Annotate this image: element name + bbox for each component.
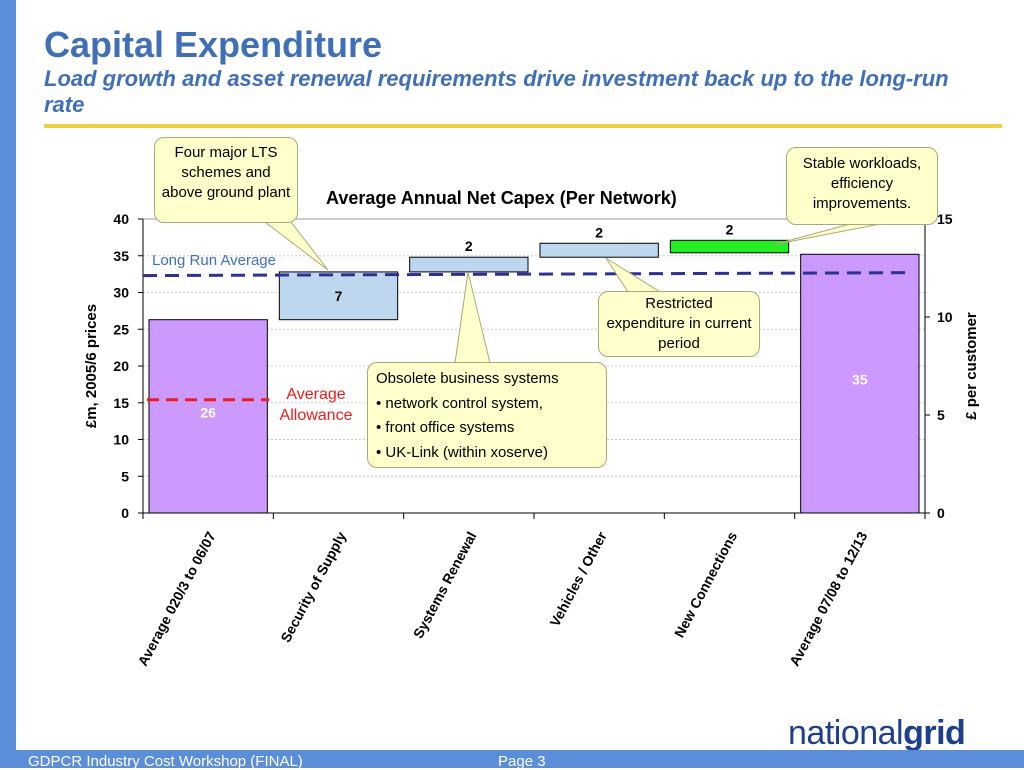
y-tick-label: 40: [113, 211, 129, 227]
long-run-average-line: [142, 271, 914, 278]
y-tick-label: 10: [113, 432, 129, 448]
left-accent-strip: [0, 0, 16, 768]
y-axis-title: £m, 2005/6 prices: [83, 304, 100, 428]
bar-data-label: 2: [595, 224, 603, 240]
bar: [278, 271, 399, 321]
bar: [409, 256, 529, 273]
category-label: Vehicles / Other: [546, 528, 610, 629]
callout-restricted-expenditure: Restricted expenditure in current period: [598, 291, 760, 357]
long-run-average-label: Long Run Average: [152, 252, 276, 269]
page-subtitle: Load growth and asset renewal requiremen…: [44, 66, 949, 117]
category-label: Security of Supply: [277, 529, 349, 645]
y-tick-label: 35: [113, 248, 129, 264]
y2-tick-label: 0: [937, 505, 945, 521]
average-allowance-label: Average Allowance: [279, 386, 353, 424]
page-title: Capital Expenditure: [44, 24, 383, 65]
bar-data-label: 2: [465, 238, 473, 254]
title-rule: [44, 124, 1002, 128]
category-label: New Connections: [671, 529, 740, 640]
y-tick-label: 5: [121, 468, 129, 484]
y-tick-label: 20: [113, 358, 129, 374]
obsolete-line-1: Obsolete business systems: [376, 370, 559, 387]
y-tick-label: 0: [121, 505, 129, 521]
category-label: Average 020/3 to 06/07: [134, 529, 219, 669]
bar-data-label: 26: [200, 404, 216, 420]
callout-obsolete-systems: Obsolete business systems • network cont…: [367, 362, 607, 468]
callout-stable-workloads: Stable workloads, efficiency improvement…: [786, 147, 938, 225]
y2-tick-label: 5: [937, 407, 945, 423]
obsolete-line-4: • UK-Link (within xoserve): [376, 443, 548, 461]
bar-data-label: 2: [726, 221, 734, 237]
bar: [669, 239, 790, 254]
category-label: Average 07/08 to 12/13: [786, 529, 871, 669]
national-grid-logo: nationalgrid: [788, 714, 966, 752]
bar: [539, 242, 659, 258]
footer-page-number: Page 3: [498, 753, 546, 770]
callout-stable-pointer: [771, 223, 881, 246]
footer-workshop-title: GDPCR Industry Cost Workshop (FINAL): [28, 753, 303, 770]
y2-tick-label: 10: [937, 309, 953, 325]
category-label: Systems Renewal: [410, 529, 480, 641]
bar: [800, 253, 920, 514]
y-tick-label: 15: [113, 395, 129, 411]
y-tick-label: 30: [113, 285, 129, 301]
obsolete-line-3: • front office systems: [376, 419, 515, 436]
y2-tick-label: 15: [937, 211, 953, 227]
bar-data-label: 35: [852, 371, 868, 387]
callout-lts-schemes: Four major LTS schemes and above ground …: [154, 137, 298, 223]
callout-obsolete-pointer: [454, 271, 491, 364]
y-tick-label: 25: [113, 321, 129, 337]
bar-data-label: 7: [335, 288, 343, 304]
y2-axis-title: £ per customer: [963, 312, 980, 420]
bar: [148, 319, 268, 514]
obsolete-line-2: • network control system,: [376, 394, 543, 412]
chart-title: Average Annual Net Capex (Per Network): [326, 188, 677, 208]
footer-bar: [0, 750, 1024, 768]
